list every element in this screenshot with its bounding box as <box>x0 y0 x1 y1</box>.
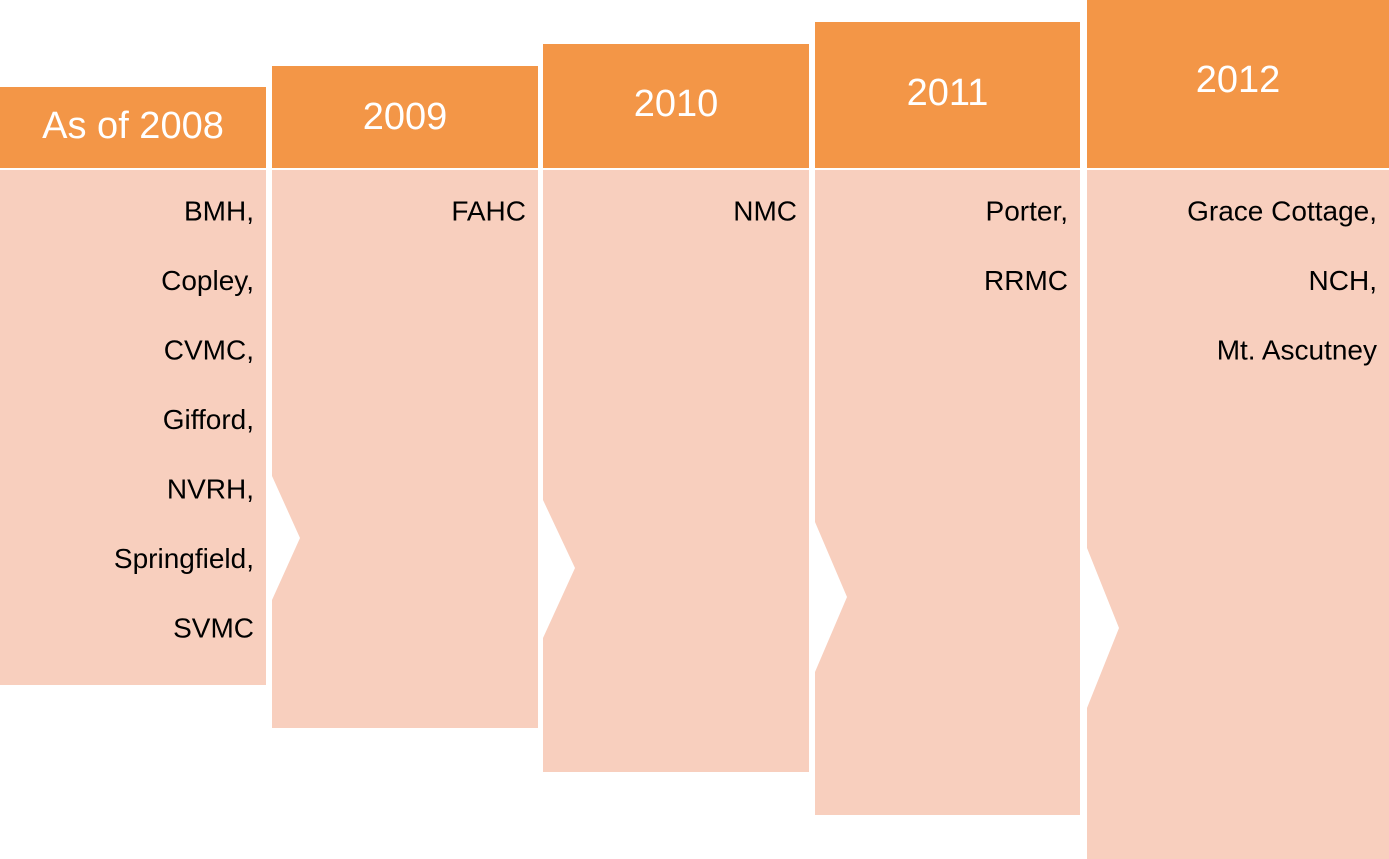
item-label: NCH, <box>1309 265 1377 296</box>
body-box <box>1087 170 1389 859</box>
header-box <box>815 22 1080 168</box>
header-box <box>0 87 266 168</box>
body-box <box>272 170 538 728</box>
body-box <box>815 170 1080 815</box>
item-label: BMH, <box>184 195 254 226</box>
item-label: FAHC <box>451 195 526 226</box>
header-box <box>272 66 538 168</box>
item-label: CVMC, <box>164 334 254 365</box>
header-label: 2010 <box>634 83 719 125</box>
header-label: As of 2008 <box>42 105 224 147</box>
item-label: NMC <box>733 195 797 226</box>
item-label: Springfield, <box>114 543 254 574</box>
item-label: SVMC <box>173 612 254 643</box>
header-label: 2011 <box>907 72 989 114</box>
item-label: Gifford, <box>163 404 254 435</box>
header-box <box>1087 0 1389 168</box>
item-label: Grace Cottage, <box>1187 195 1377 226</box>
item-label: Copley, <box>161 265 254 296</box>
header-label: 2009 <box>363 96 448 138</box>
item-label: Porter, <box>986 195 1068 226</box>
body-box <box>0 170 266 685</box>
item-label: RRMC <box>984 265 1068 296</box>
body-box <box>543 170 809 772</box>
header-label: 2012 <box>1196 59 1281 101</box>
item-label: Mt. Ascutney <box>1217 334 1377 365</box>
header-box <box>543 44 809 168</box>
item-label: NVRH, <box>167 473 254 504</box>
